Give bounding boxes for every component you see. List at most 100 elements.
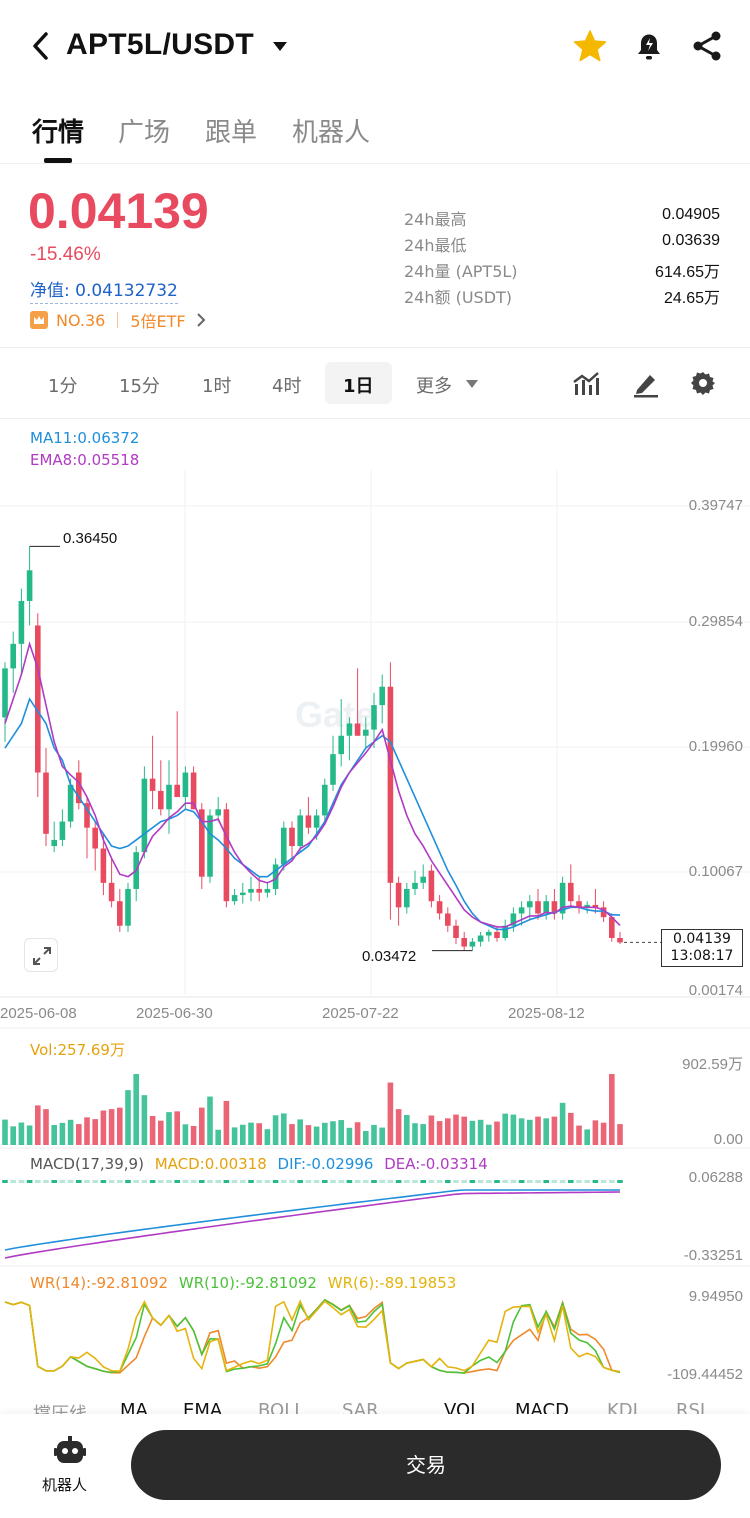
indicator-tab-kdj[interactable]: KDJ xyxy=(607,1400,638,1418)
macd-histogram-bar xyxy=(510,1180,517,1183)
expand-icon[interactable] xyxy=(24,938,58,972)
candle-body xyxy=(371,705,377,730)
volume-bar xyxy=(67,1119,74,1145)
macd-histogram-bar xyxy=(354,1180,361,1183)
draw-icon[interactable] xyxy=(632,370,660,398)
candle-body xyxy=(166,784,172,810)
volume-bar xyxy=(256,1123,262,1145)
rank-row[interactable]: NO.36 5倍ETF xyxy=(30,308,206,332)
stat-label: 24h最低 xyxy=(404,236,467,255)
divider xyxy=(0,418,750,419)
candle-body xyxy=(281,827,287,865)
macd-histogram-bar xyxy=(264,1180,271,1183)
pair-title[interactable]: APT5L/USDT xyxy=(66,28,255,61)
timeframe-15m[interactable]: 15分 xyxy=(119,376,160,397)
volume-bar xyxy=(436,1121,443,1145)
caret-down-icon[interactable] xyxy=(272,40,288,52)
share-icon[interactable] xyxy=(690,29,724,63)
tab-square[interactable]: 广场 xyxy=(118,118,171,148)
volume-bar xyxy=(10,1126,16,1145)
rank-icon xyxy=(30,311,48,329)
candle-body xyxy=(199,809,205,877)
indicator-tab-sar[interactable]: SAR xyxy=(342,1400,379,1418)
volume-bar xyxy=(477,1119,484,1145)
robot-label[interactable]: 机器人 xyxy=(42,1476,88,1494)
stat-volume: 24h量 (APT5L) 614.65万 xyxy=(404,258,720,284)
candle-body xyxy=(477,935,484,942)
candle-body xyxy=(428,870,435,902)
kline-chart[interactable] xyxy=(0,470,750,1400)
trade-button[interactable]: 交易 xyxy=(131,1430,721,1500)
timeframe-1d[interactable]: 1日 xyxy=(325,362,392,404)
robot-icon[interactable] xyxy=(54,1436,86,1466)
bell-icon[interactable] xyxy=(632,29,666,63)
candle-body xyxy=(584,904,590,908)
macd-histogram-bar xyxy=(272,1180,279,1183)
volume-bar xyxy=(346,1127,353,1145)
macd-histogram-bar xyxy=(43,1180,49,1183)
candle-body xyxy=(363,729,369,736)
timeframe-4h[interactable]: 4时 xyxy=(272,376,302,397)
volume-bar xyxy=(108,1109,115,1145)
indicator-tab-vol[interactable]: VOL xyxy=(444,1400,481,1418)
back-icon[interactable] xyxy=(28,30,54,62)
indicator-tab-ma[interactable]: MA xyxy=(120,1400,148,1418)
volume-bar xyxy=(240,1124,246,1145)
macd-histogram-bar xyxy=(76,1180,82,1183)
candle-body xyxy=(395,882,402,908)
candle-body xyxy=(10,643,16,669)
price-change: -15.46% xyxy=(30,244,101,265)
indicator-tab-ema[interactable]: EMA xyxy=(183,1400,223,1418)
candle-body xyxy=(436,901,443,914)
volume-bar xyxy=(502,1113,508,1145)
candle-body xyxy=(330,754,336,785)
macd-histogram-bar xyxy=(576,1180,582,1183)
macd-histogram-bar xyxy=(223,1180,230,1183)
macd-histogram-bar xyxy=(477,1180,484,1183)
star-icon[interactable] xyxy=(572,29,608,63)
candle-body xyxy=(322,784,328,816)
volume-bar xyxy=(281,1113,287,1145)
ema-legend: EMA8:0.05518 xyxy=(30,451,140,469)
net-asset-value[interactable]: 净值: 0.04132732 xyxy=(30,276,178,304)
macd-histogram-bar xyxy=(371,1180,377,1183)
timeframe-1m[interactable]: 1分 xyxy=(48,376,78,397)
macd-histogram-bar xyxy=(469,1180,476,1183)
candle-body xyxy=(592,904,599,908)
caret-down-icon[interactable] xyxy=(466,380,478,388)
volume-bar xyxy=(510,1114,517,1145)
y-tick: 0.00 xyxy=(713,1131,743,1148)
timeframe-more[interactable]: 更多 xyxy=(416,376,452,397)
candle-body xyxy=(551,901,558,914)
y-tick: -0.33251 xyxy=(683,1247,743,1264)
macd-histogram-bar xyxy=(584,1180,590,1183)
timeframe-1h[interactable]: 1时 xyxy=(202,376,232,397)
tab-copy-trading[interactable]: 跟单 xyxy=(205,118,258,148)
volume-bar xyxy=(207,1096,213,1145)
volume-bar xyxy=(617,1124,623,1145)
tab-market[interactable]: 行情 xyxy=(32,118,85,148)
volume-bar xyxy=(412,1123,418,1145)
volume-bar xyxy=(535,1116,541,1145)
tab-bots[interactable]: 机器人 xyxy=(292,118,371,148)
y-tick: 0.29854 xyxy=(688,613,743,630)
indicator-icon[interactable] xyxy=(572,370,600,398)
indicator-tab-macd[interactable]: MACD xyxy=(515,1400,569,1418)
volume-bar xyxy=(182,1124,189,1145)
macd-histogram-bar xyxy=(338,1180,344,1183)
candle-body xyxy=(354,723,361,736)
volume-bar xyxy=(35,1105,41,1145)
candle-body xyxy=(535,901,541,914)
volume-bar xyxy=(338,1120,344,1145)
volume-bar xyxy=(551,1116,558,1145)
indicator-tab-boll[interactable]: BOLL xyxy=(258,1400,305,1418)
macd-histogram-bar xyxy=(568,1180,574,1183)
gear-icon[interactable] xyxy=(690,370,716,396)
volume-bar xyxy=(190,1125,197,1145)
wr-legend: WR(14):-92.81092 WR(10):-92.81092 WR(6):… xyxy=(30,1274,456,1292)
macd-histogram-bar xyxy=(84,1180,90,1183)
macd-histogram-bar xyxy=(543,1180,549,1183)
indicator-tab-rsi[interactable]: RSI xyxy=(676,1400,706,1418)
volume-bar xyxy=(199,1107,205,1145)
candle-body xyxy=(305,815,312,828)
